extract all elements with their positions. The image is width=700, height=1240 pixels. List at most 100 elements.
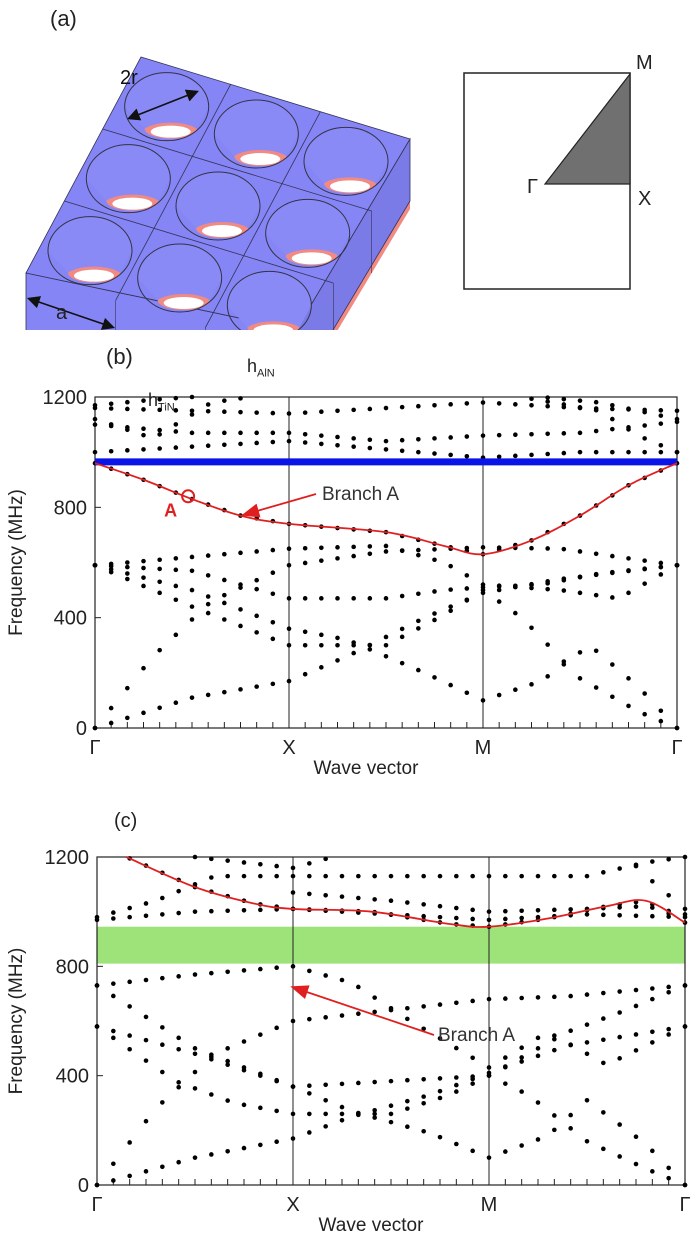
band-dot [535,873,541,879]
band-dot [545,546,550,551]
band-dot [160,1100,165,1105]
band-dot [650,996,655,1002]
hole-opening [150,125,191,138]
band-dot [626,556,631,561]
band-dot [633,913,639,919]
band-dot [92,562,98,568]
band-dot [584,873,590,879]
x-tick-label: X [282,737,295,759]
band-dot [108,720,114,726]
band-dot [323,1111,328,1117]
band-dot [189,604,195,609]
band-dot [92,449,98,455]
band-dot [561,431,567,436]
band-dot [486,909,492,914]
band-dot [205,594,211,599]
band-dot [399,448,405,454]
band-dot [383,549,389,554]
band-dot [125,406,130,412]
band-dot [470,907,475,913]
band-dot [270,430,276,436]
band-dot [388,1119,394,1125]
band-dot [241,968,247,973]
band-dot [286,678,292,684]
band-dot [486,996,492,1002]
band-dot [367,544,373,549]
band-dot [529,452,534,458]
band-dot [642,558,647,563]
band-dot [222,577,227,583]
band-dot [610,426,615,432]
band-dot [650,986,655,991]
band-dot [464,690,470,696]
band-dot [470,1081,475,1086]
band-dot [238,623,243,629]
band-dot [519,1143,524,1148]
band-dot [274,1025,279,1031]
band-dot [143,1118,149,1124]
cell-boundary [102,128,372,212]
band-dot [593,592,599,598]
band-dot [125,571,130,576]
band-dot [416,591,421,597]
band-dot [127,979,132,985]
band-dot [176,1084,181,1090]
band-dot [286,626,292,631]
band-dot [356,1011,361,1017]
band-dot [125,399,130,405]
band-dot [141,665,146,671]
band-dot [307,1091,312,1096]
band-dot [658,708,664,714]
panel-label-b: (b) [106,344,133,369]
band-dot [593,685,599,690]
band-dot [448,587,453,592]
band-dot [254,410,259,415]
band-dot [339,1118,345,1123]
band-dot [335,658,340,663]
band-dot [519,873,524,879]
band-dot [189,394,195,400]
band-dot [568,907,573,912]
branch-a-arrow [241,493,317,518]
band-dot [176,1080,181,1085]
band-dot [454,1089,459,1094]
band-dot [157,557,162,563]
band-dot [192,854,198,860]
band-dot [552,1127,557,1133]
band-dot [584,1138,590,1144]
band-dot [610,553,615,559]
band-dot [302,671,308,677]
band-dot [642,566,647,572]
band-dot [650,1040,655,1045]
band-dot [125,427,130,433]
dim-2r-label: 2r [120,67,138,89]
band-dot [464,586,470,591]
band-dot [205,573,211,578]
band-dot [222,430,227,436]
band-dot [584,1097,590,1103]
band-dot [454,1045,459,1051]
band-dot [258,1142,263,1148]
band-dot [127,1140,132,1145]
band-dot [577,590,583,596]
band-dot [160,1069,165,1075]
band-dot [561,577,567,583]
band-dot [584,912,590,917]
band-dot [610,595,615,600]
band-dot [238,607,243,612]
band-dot [173,700,179,706]
band-dot [92,402,98,408]
band-dot [302,560,308,566]
band-dot [258,966,263,972]
band-dot [339,1081,345,1087]
band-dot [610,569,615,575]
band-dot [513,432,518,437]
band-dot [577,650,583,655]
band-dot [399,404,405,410]
hole-rim [137,243,223,313]
band-dot [290,1136,296,1141]
band-dot [448,604,453,609]
hole-wall [86,144,171,201]
band-dot [633,863,639,869]
band-dot [302,410,308,415]
